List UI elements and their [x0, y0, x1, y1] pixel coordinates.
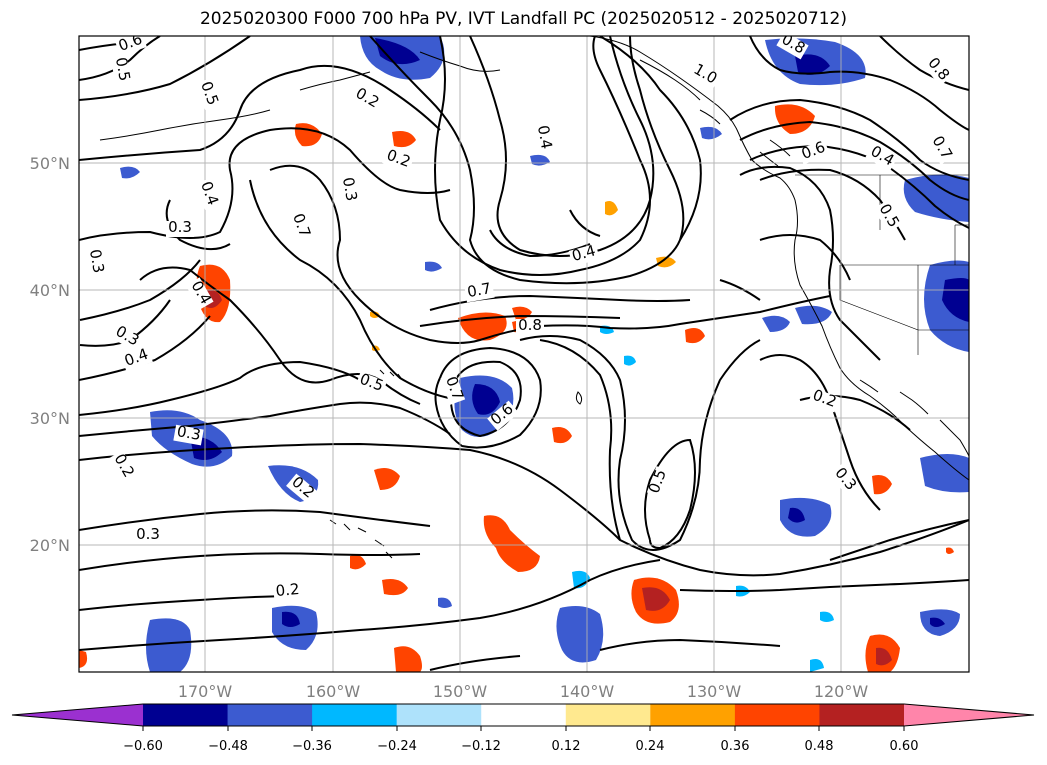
colorbar-bin: [650, 704, 736, 726]
colorbar-tick-label: 0.24: [636, 739, 665, 754]
colorbar-bin: [565, 704, 651, 726]
colorbar-under-triangle: [12, 704, 143, 726]
colorbar-bin: [734, 704, 820, 726]
contour-label: 0.3: [176, 422, 203, 444]
positive-anomaly-blobs: [79, 104, 954, 672]
lat-label-30n: 30°N: [30, 409, 70, 428]
colorbar-tick-label: −0.48: [208, 739, 248, 754]
lon-label-170w: 170°W: [178, 682, 233, 701]
contour-labels: 0.6 0.5 0.5 0.2 0.2 0.2 0.3 0.4 0.3 0.7 …: [84, 36, 956, 602]
contour-label: 0.8: [518, 316, 542, 334]
contour-label: 0.2: [275, 580, 300, 600]
colorbar-tick-label: 0.60: [890, 739, 919, 754]
lon-label-130w: 130°W: [687, 682, 742, 701]
lon-label-150w: 150°W: [433, 682, 488, 701]
colorbar-tick-label: −0.36: [292, 739, 332, 754]
colorbar-bin: [819, 704, 905, 726]
colorbar-tick-label: −0.60: [123, 739, 163, 754]
map-title: 2025020300 F000 700 hPa PV, IVT Landfall…: [199, 9, 847, 29]
colorbar-tick-label: 0.36: [721, 739, 750, 754]
contour-label: 0.5: [112, 56, 134, 83]
lat-label-50n: 50°N: [30, 154, 70, 173]
colorbar-tick-label: 0.48: [805, 739, 834, 754]
map-panel: [79, 36, 969, 672]
colorbar-over-triangle: [904, 704, 1034, 726]
colorbar-bin: [312, 704, 398, 726]
gridlines: [79, 36, 969, 672]
contour-label: 0.3: [86, 248, 108, 275]
contour-label: 0.4: [570, 241, 598, 265]
lon-label-140w: 140°W: [560, 682, 615, 701]
latitude-labels: 50°N 40°N 30°N 20°N: [30, 154, 70, 555]
longitude-labels: 170°W 160°W 150°W 140°W 130°W 120°W: [178, 682, 869, 701]
lon-label-160w: 160°W: [306, 682, 361, 701]
contour-label: 0.4: [534, 124, 556, 151]
colorbar-tick-labels: −0.60 −0.48 −0.36 −0.24 −0.12 0.12 0.24 …: [123, 739, 918, 754]
colorbar-bin: [143, 704, 229, 726]
pv-contours: [79, 36, 969, 671]
colorbar-bins: [143, 704, 905, 726]
contour-label: 0.3: [339, 176, 361, 203]
lat-label-20n: 20°N: [30, 536, 70, 555]
colorbar-bin: [227, 704, 313, 726]
contour-label: 0.3: [168, 218, 192, 236]
coastlines: [99, 36, 969, 559]
colorbar-ticks: [142, 726, 905, 731]
colorbar-tick-label: 0.12: [552, 739, 581, 754]
colorbar-tick-label: −0.12: [461, 739, 501, 754]
contour-label: 0.7: [466, 279, 493, 301]
colorbar: −0.60 −0.48 −0.36 −0.24 −0.12 0.12 0.24 …: [11, 703, 1035, 754]
colorbar-bin: [396, 704, 482, 726]
lon-label-120w: 120°W: [814, 682, 869, 701]
colorbar-bin: [481, 704, 567, 726]
contour-label: 0.3: [136, 525, 160, 543]
lat-label-40n: 40°N: [30, 281, 70, 300]
borders: [795, 174, 969, 355]
colorbar-tick-label: −0.24: [377, 739, 417, 754]
map-frame: [78, 35, 970, 673]
